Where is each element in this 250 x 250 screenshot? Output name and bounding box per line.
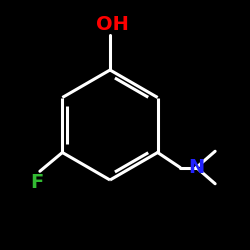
- Text: F: F: [31, 172, 44, 192]
- Text: OH: OH: [96, 15, 129, 34]
- Text: N: N: [188, 158, 204, 177]
